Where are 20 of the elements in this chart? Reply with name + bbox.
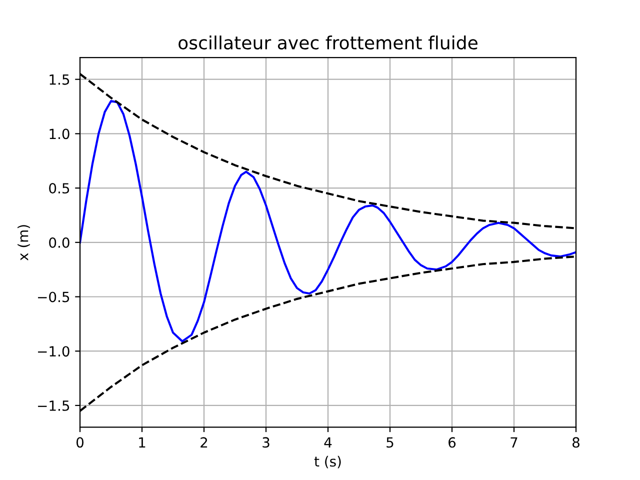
x-tick-label: 7: [510, 437, 518, 448]
y-tick-label: 1.5: [50, 74, 70, 85]
y-tick-label: 0.5: [49, 183, 70, 194]
line-series: [80, 100, 576, 342]
x-tick-label: 0: [76, 437, 84, 448]
x-tick-label: 1: [139, 437, 146, 448]
chart-title: oscillateur avec frottement fluide: [178, 36, 478, 50]
x-axis-title: t (s): [314, 456, 341, 468]
y-tick-label: 1.0: [50, 128, 70, 140]
y-tick-label: −1.0: [38, 346, 70, 357]
x-tick-label: 4: [324, 437, 332, 448]
x-tick-label: 6: [448, 437, 456, 448]
y-tick-label: −0.5: [38, 292, 70, 302]
x-tick-label: 2: [200, 437, 208, 448]
y-axis-title: x (m): [18, 225, 30, 260]
x-tick-label: 3: [262, 437, 270, 448]
x-tick-label: 8: [572, 437, 580, 448]
x-tick-label: 5: [386, 437, 394, 448]
y-tick-label: −1.5: [38, 400, 70, 411]
y-tick-label: 0.0: [49, 237, 70, 248]
